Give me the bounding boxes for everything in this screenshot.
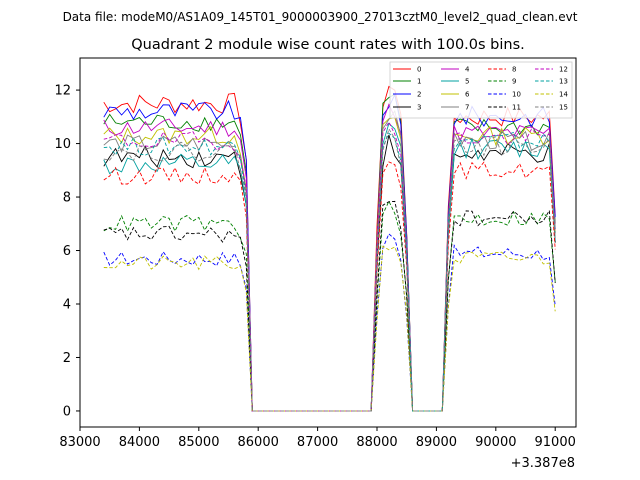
x-tick-label: 91000 [535,435,576,450]
x-tick-label: 83000 [59,435,100,450]
legend-label-12: 12 [559,66,568,74]
legend-label-2: 2 [417,91,421,99]
series-line-13 [103,131,556,412]
legend-label-15: 15 [559,104,568,112]
y-tick-label: 6 [63,244,71,259]
legend-label-4: 4 [465,66,470,74]
legend-label-11: 11 [512,104,521,112]
x-tick-label: 84000 [119,435,160,450]
legend-label-7: 7 [465,104,469,112]
legend-label-13: 13 [559,78,568,86]
x-tick-label: 90000 [475,435,516,450]
legend-label-6: 6 [465,91,470,99]
legend-label-14: 14 [559,91,568,99]
legend-label-3: 3 [417,104,421,112]
plot-frame [79,57,577,428]
legend-label-1: 1 [417,78,421,86]
chart-title: Quadrant 2 module wise count rates with … [131,37,525,53]
y-tick-label: 8 [63,191,71,206]
y-tick-label: 12 [54,84,71,99]
legend-label-10: 10 [512,91,521,99]
series-line-8 [103,161,556,412]
x-tick-label: 86000 [238,435,279,450]
x-tick-label: 88000 [356,435,397,450]
series-line-15 [103,127,556,412]
series-line-14 [103,245,556,412]
chart-suptitle: Data file: modeM0/AS1A09_145T01_90000039… [63,10,578,24]
x-offset-label: +3.387e8 [511,456,575,471]
x-tick-label: 85000 [178,435,219,450]
legend-label-8: 8 [512,66,516,74]
y-tick-label: 2 [63,351,71,366]
series-layer [103,85,556,412]
x-tick-label: 89000 [416,435,457,450]
y-axis: 0 2 4 6 8 10 12 [54,84,80,419]
y-tick-label: 10 [54,137,71,152]
legend-frame [389,61,573,119]
legend-label-9: 9 [512,78,516,86]
legend-label-0: 0 [417,66,421,74]
legend-label-5: 5 [465,78,469,86]
y-tick-label: 0 [63,404,71,419]
x-tick-label: 87000 [297,435,338,450]
series-line-9 [103,200,556,412]
x-axis: 83000 84000 85000 86000 87000 88000 89000 90000… [59,427,576,450]
y-tick-label: 4 [63,298,71,313]
series-line-10 [103,233,556,412]
